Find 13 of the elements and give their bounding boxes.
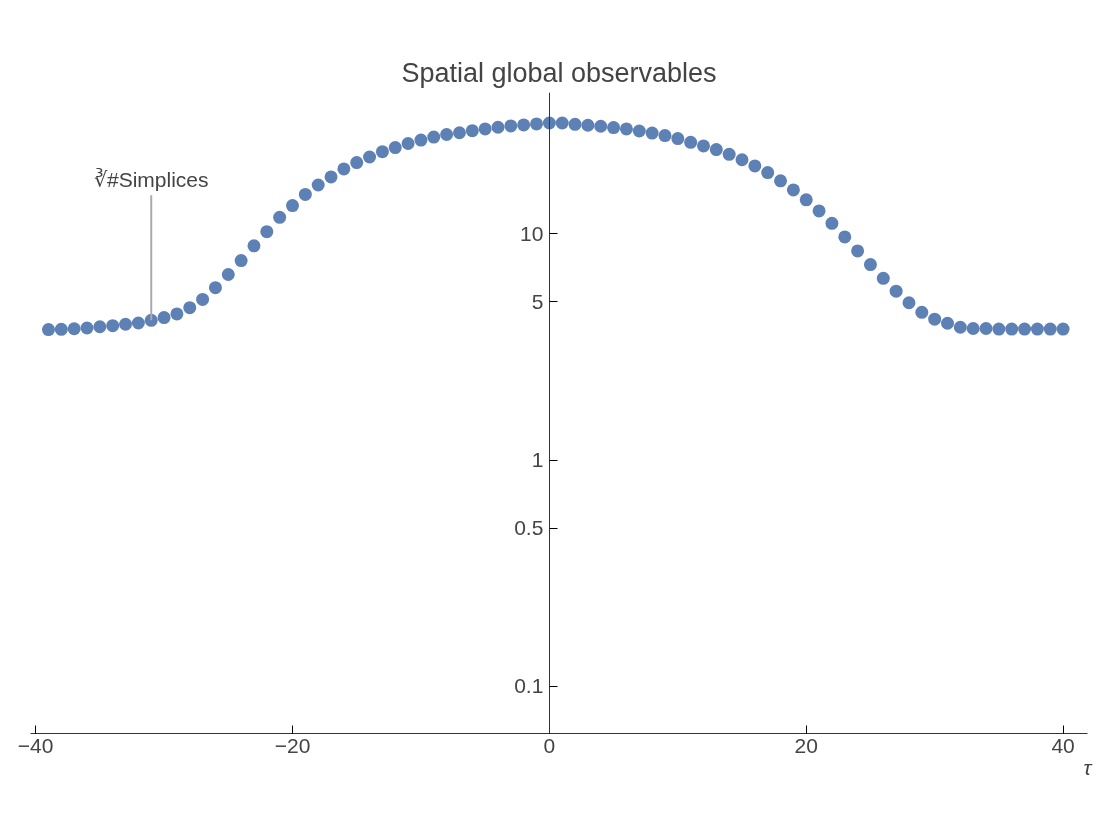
x-tick-label: 0 bbox=[543, 733, 556, 757]
x-tick-label: −40 bbox=[17, 733, 54, 757]
x-tick-label: −20 bbox=[274, 733, 311, 757]
y-tick-label: 1 bbox=[531, 448, 544, 472]
y-tick-label: 0.1 bbox=[514, 674, 544, 698]
x-tick-label: 40 bbox=[1051, 733, 1075, 757]
y-tick-label: 0.5 bbox=[514, 516, 544, 540]
chart-title: Spatial global observables bbox=[401, 57, 717, 88]
y-tick-label: 10 bbox=[520, 221, 544, 245]
x-tick-label: 20 bbox=[794, 733, 818, 757]
y-tick-label: 5 bbox=[531, 289, 544, 313]
x-axis-title: τ bbox=[1083, 755, 1093, 779]
annotation: ∛#Simplices bbox=[93, 168, 209, 192]
